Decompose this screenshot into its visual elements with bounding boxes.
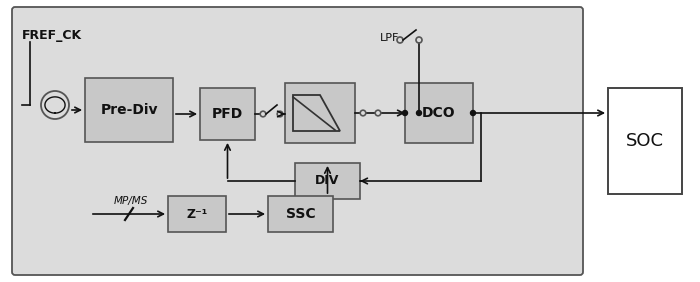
Bar bbox=[200, 88, 255, 140]
Text: DCO: DCO bbox=[422, 106, 456, 120]
Bar bbox=[295, 163, 360, 199]
Text: SOC: SOC bbox=[626, 132, 664, 150]
Circle shape bbox=[402, 111, 407, 116]
Bar bbox=[268, 196, 333, 232]
Bar bbox=[168, 196, 226, 232]
Text: Z⁻¹: Z⁻¹ bbox=[186, 208, 208, 221]
Text: SSC: SSC bbox=[286, 207, 315, 221]
Text: PFD: PFD bbox=[212, 107, 243, 121]
Bar bbox=[608, 88, 682, 194]
Text: MP/MS: MP/MS bbox=[114, 196, 148, 206]
Text: LPF: LPF bbox=[380, 33, 400, 43]
Text: FREF_CK: FREF_CK bbox=[22, 28, 82, 41]
Circle shape bbox=[470, 111, 475, 116]
Bar bbox=[85, 78, 173, 142]
Circle shape bbox=[416, 111, 421, 116]
Text: Pre-Div: Pre-Div bbox=[100, 103, 158, 117]
Bar bbox=[285, 83, 355, 143]
Text: DIV: DIV bbox=[315, 175, 340, 188]
Bar bbox=[405, 83, 473, 143]
FancyBboxPatch shape bbox=[12, 7, 583, 275]
